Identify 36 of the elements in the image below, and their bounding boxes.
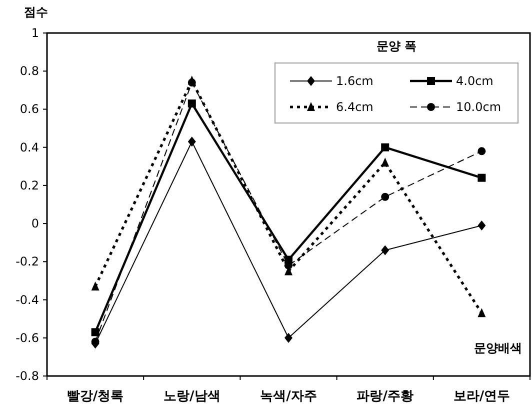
point	[381, 192, 390, 201]
y-axis-title: 점수	[24, 5, 48, 19]
y-tick-label: 0.4	[20, 140, 39, 154]
point	[478, 147, 486, 156]
legend-label: 1.6cm	[336, 74, 374, 88]
y-tick-label: 0.2	[20, 178, 39, 192]
point	[478, 220, 486, 230]
point	[91, 328, 100, 336]
point	[381, 245, 390, 256]
x-tick-label: 파랑/주황	[356, 389, 414, 404]
legend-title: 문양 폭	[376, 39, 417, 53]
x-axis-title: 문양배색	[474, 341, 522, 355]
point	[188, 78, 196, 87]
point	[284, 332, 292, 343]
x-tick-label: 녹색/자주	[260, 389, 317, 404]
point	[188, 100, 196, 108]
point	[188, 136, 196, 147]
y-tick-label: 0	[31, 216, 39, 231]
y-tick-label: 0.8	[20, 64, 39, 78]
x-tick-label: 빨강/청록	[66, 389, 124, 404]
legend-label: 4.0cm	[456, 74, 494, 88]
point	[478, 174, 486, 182]
y-tick-label: -0.4	[16, 292, 39, 307]
y-tick-label: 1	[31, 26, 39, 40]
x-tick-label: 노랑/남색	[164, 389, 220, 404]
point	[381, 143, 390, 152]
y-tick-label: -0.6	[16, 330, 39, 345]
y-tick-label: 0.6	[20, 102, 39, 116]
legend-label: 10.0cm	[456, 100, 502, 114]
point	[478, 308, 486, 318]
legend-label: 6.4cm	[336, 100, 374, 114]
point	[381, 158, 390, 167]
point	[91, 281, 100, 290]
y-tick-label: -0.2	[16, 254, 39, 269]
x-tick-label: 보라/연두	[453, 389, 510, 404]
y-tick-label: -0.8	[16, 369, 39, 383]
